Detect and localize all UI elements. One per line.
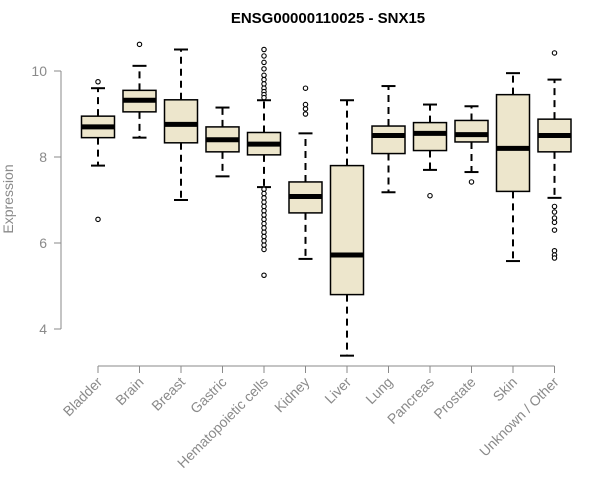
box [371,125,406,155]
outlier-point [302,101,309,108]
outlier-point [551,209,558,215]
outlier-point [302,111,309,117]
outlier-point [261,53,267,59]
box [329,164,365,296]
outlier-point [551,50,558,56]
box-group [288,85,323,260]
box-group [163,48,199,201]
outlier-point [261,81,267,87]
outlier-point [427,192,433,199]
outlier-point [261,272,267,278]
outlier-point [551,247,558,254]
outlier-point [261,229,267,236]
box [412,121,448,152]
outlier-point [261,59,267,66]
outlier-point [551,215,558,221]
box-group [371,85,406,194]
box [454,119,489,143]
x-tick-label: Kidney [271,374,313,416]
y-tick-label: 4 [39,321,47,337]
outlier-point [261,203,267,210]
x-tick-label: Unknown / Other [476,374,562,460]
box-group [537,50,572,261]
outlier-point [551,255,558,261]
outlier-point [551,203,558,210]
outlier-point [261,208,267,214]
x-tick-label: Skin [490,374,521,405]
x-tick-label: Liver [321,374,354,407]
box-group [246,46,282,278]
outlier-point [261,195,267,201]
box [163,99,199,144]
outlier-point [261,246,267,253]
outlier-point [261,46,267,53]
box-group [122,41,157,139]
outlier-point [261,72,267,79]
box-group [329,99,365,357]
outlier-point [261,66,267,72]
outlier-point [136,41,143,48]
x-tick-label: Brain [112,374,146,408]
x-tick-label: Breast [148,374,188,414]
y-tick-label: 8 [39,149,47,165]
outlier-point [261,238,267,244]
y-tick-label: 10 [31,63,47,79]
outlier-point [261,216,267,223]
box-group [412,103,448,199]
outlier-point [261,220,267,227]
y-tick-label: 6 [39,235,47,251]
outlier-point [302,106,309,112]
box-group [205,106,240,178]
chart-title: ENSG00000110025 - SNX15 [231,10,425,27]
x-tick-label: Lung [362,374,395,407]
box-group [454,105,489,185]
outlier-point [261,242,267,248]
outlier-point [468,179,475,185]
y-axis-label: Expression [0,164,16,233]
outlier-point [551,219,558,226]
outlier-point [261,76,267,83]
box [495,93,531,193]
outlier-point [261,94,267,101]
outlier-point [95,216,101,223]
x-tick-label: Bladder [60,374,106,420]
box-group [495,72,531,263]
outlier-point [302,85,309,91]
box-group [80,79,116,223]
x-tick-label: Prostate [430,374,478,422]
outlier-point [95,79,101,85]
boxes [80,41,572,357]
outlier-point [261,190,267,197]
outlier-point [261,199,267,205]
outlier-point [261,233,267,240]
outlier-point [261,225,267,231]
y-axis: 4 6 8 10 [31,63,62,337]
outlier-point [551,227,558,233]
outlier-point [261,212,267,218]
outlier-point [261,186,267,193]
